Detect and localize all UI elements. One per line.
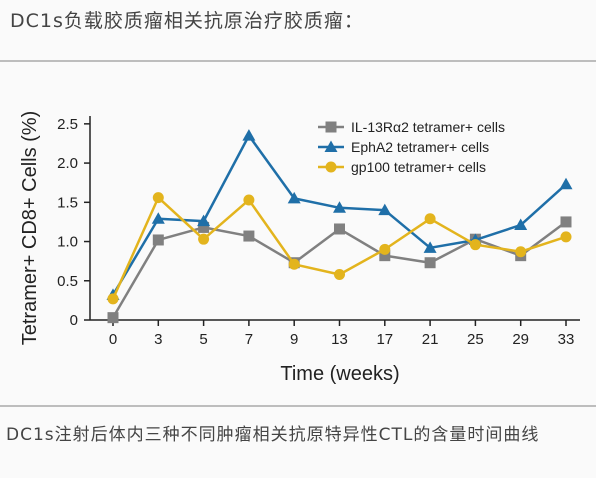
data-point [151,212,165,224]
legend-item: gp100 tetramer+ cells [318,159,486,175]
y-tick-label: 0.5 [57,273,78,290]
data-point [152,192,164,204]
legend-label: gp100 tetramer+ cells [351,159,486,175]
x-tick-label: 0 [109,331,117,348]
legend-item: IL-13Rα2 tetramer+ cells [318,119,505,135]
top-divider [0,60,596,62]
x-tick-label: 9 [290,331,298,348]
data-point [379,243,391,255]
data-point [152,234,164,246]
data-point [378,203,392,216]
legend-label: EphA2 tetramer+ cells [351,139,489,155]
x-axis-label: Time (weeks) [280,363,399,385]
figure-caption: DC1s注射后体内三种不同肿瘤相关抗原特异性CTL的含量时间曲线 [6,425,540,445]
x-tick-label: 33 [558,331,575,348]
data-point [243,230,255,242]
legend-swatch-marker [325,121,337,133]
data-point [107,293,119,305]
data-point [288,258,300,270]
data-point [379,250,391,262]
series-2 [107,192,572,305]
x-tick-label: 7 [245,331,253,348]
x-tick-label: 29 [512,331,529,348]
legend-swatch-marker [324,140,338,152]
data-point [424,213,436,225]
data-point [423,241,437,253]
header-title: DC1s负载胶质瘤相关抗原治疗胶质瘤： [10,10,364,32]
data-point [287,191,301,204]
x-tick-label: 5 [199,331,207,348]
x-tick-label: 3 [154,331,162,348]
legend-label: IL-13Rα2 tetramer+ cells [351,119,505,135]
data-point [560,231,572,243]
data-point [334,268,345,280]
y-tick-label: 1.5 [57,194,78,211]
data-point [243,194,255,206]
data-point [334,223,345,235]
data-point [198,233,210,245]
y-tick-label: 0 [70,312,78,329]
y-tick-label: 1.0 [57,234,78,251]
data-point [333,201,346,213]
y-tick-label: 2.5 [57,116,78,133]
data-point [560,216,572,228]
data-point [559,177,573,190]
x-tick-label: 21 [422,331,439,348]
x-tick-label: 17 [376,331,393,348]
y-axis-label: Tetramer+ CD8+ Cells (%) [19,111,41,346]
data-point [198,221,210,233]
x-tick-label: 13 [331,331,348,348]
legend-item: EphA2 tetramer+ cells [318,139,489,155]
x-tick-label: 25 [467,331,484,348]
data-point [242,129,256,141]
data-point [514,218,528,231]
data-point [469,239,481,251]
data-point [107,312,119,324]
data-point [515,246,527,258]
y-tick-label: 2.0 [57,155,78,172]
data-point [197,214,211,227]
bottom-divider [0,405,596,407]
legend-swatch-marker [325,161,337,173]
data-point [424,257,436,269]
